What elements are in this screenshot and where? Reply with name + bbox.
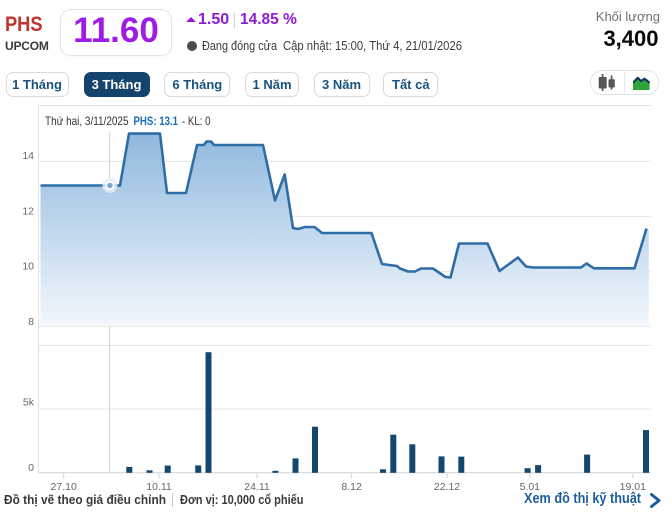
svg-text:5k: 5k xyxy=(23,397,35,409)
svg-text:14: 14 xyxy=(22,150,34,162)
svg-text:19.01: 19.01 xyxy=(620,481,646,493)
svg-text:- KL: 0: - KL: 0 xyxy=(182,114,211,128)
svg-text:8: 8 xyxy=(28,316,34,328)
svg-text:8.12: 8.12 xyxy=(341,481,362,493)
svg-text:5.01: 5.01 xyxy=(520,481,541,493)
svg-text:10: 10 xyxy=(22,261,34,273)
svg-text:0: 0 xyxy=(28,462,34,474)
svg-text:10.11: 10.11 xyxy=(146,481,172,493)
svg-text:Thứ hai, 3/11/2025: Thứ hai, 3/11/2025 xyxy=(45,114,129,128)
svg-text:PHS: 13.1: PHS: 13.1 xyxy=(134,114,179,128)
svg-text:24.11: 24.11 xyxy=(244,481,270,493)
svg-text:27.10: 27.10 xyxy=(51,481,77,493)
svg-text:12: 12 xyxy=(22,206,34,218)
svg-text:22.12: 22.12 xyxy=(434,481,460,493)
